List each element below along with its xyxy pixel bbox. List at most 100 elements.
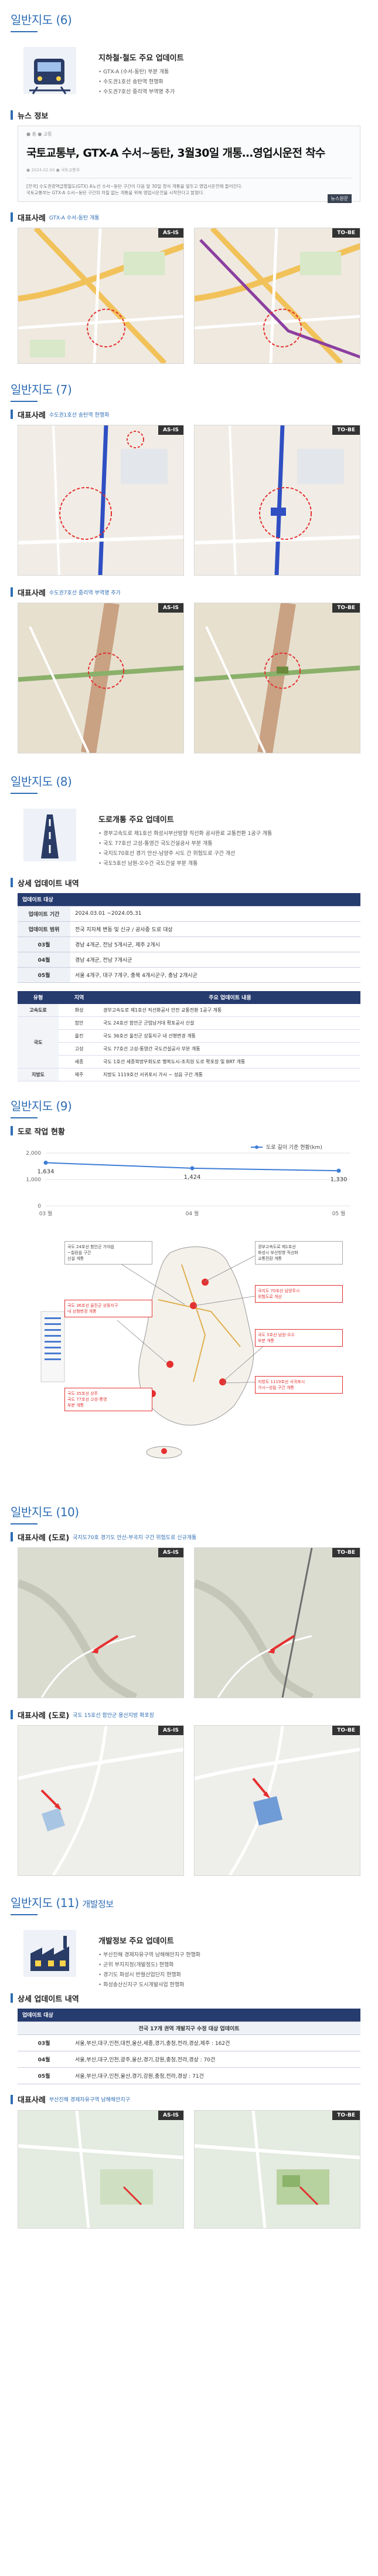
update-box-road: 도로개통 주요 업데이트 경부고속도로 제1호선 화성시부산방향 직선화 공사완… [0,798,378,874]
detail-title: 상세 업데이트 내역 [18,1994,79,2004]
table-text: 지방도 1119호선 서귀포시 가시 ~ 성읍 구간 개통 [100,1068,360,1081]
section-title-text: 일반지도 (10) [11,1505,79,1519]
update-bullet: 수도권1호선 송탄역 현행화 [98,77,184,85]
header-bar [11,2094,13,2104]
news-header: 뉴스 정보 [0,107,378,123]
section-title-7: 일반지도 (7) [0,370,378,406]
line-chart: 0 1,000 2,000 03 월 04 월 05 월 1,634 1,424 1,330 도로… [11,1141,367,1223]
header-bar [11,410,13,419]
table-value: 2024.03.01 ~2024.05.31 [70,906,360,922]
tobe-tag: TO-BE [332,228,360,238]
table-row: 03월 서울,부산,대구,인천,대전,울산,세종,경기,충청,전라,경상,제주 :… [18,2034,360,2051]
header-bar [11,1532,13,1541]
table-value: 서울,부산,대구,인천,울산,경기,강원,충청,전라,경상 : 71건 [70,2067,360,2084]
map-pair-road2: AS-IS TO-BE [0,1725,378,1876]
news-source-button[interactable]: 뉴스원문 [327,194,352,203]
update-box-dev: 개발정보 주요 업데이트 부산진해 경제자유구역 남해해안지구 현행화 군위 부… [0,1919,378,1990]
map-callout: 국도 35호선 상주 국도 77호선 고성-통영 부분 개통 [64,1388,152,1411]
update-bullet: 국도 77호선 고성-통영간 국도건설공사 부분 개통 [98,839,272,847]
title-rule [11,1117,38,1118]
road-icon [18,803,82,861]
rep-subtitle: 국지도70호 경기도 안산-부곡지 구간 위험도로 신규개통 [73,1534,197,1541]
road-table: 유형 지역 주요 업데이트 내용 고속도로 화성 경부고속도로 제1호선 직선화공사… [18,990,360,1081]
update-bullet: 국지도70호선 경기 안산-남양주 시도 간 위험도로 구간 개선 [98,849,272,857]
update-heading: 개발정보 주요 업데이트 [98,1937,174,1946]
table-row: 세종 국도 1호선 세종북방우회도로 행복도시-조치원 도로 확포장 및 BRT … [18,1055,360,1069]
table-row: 국도 함안 국도 24호선 함안군 군업남거대 확포공사 신설 [18,1016,360,1069]
table-row: 04월 서울,부산,대구,인천,광주,울산,경기,강원,충청,전라,경상 : 70… [18,2051,360,2068]
table-key: 05월 [18,2067,70,2084]
asis-tag: AS-IS [158,425,183,435]
asis-tag: AS-IS [158,1548,183,1557]
tobe-tag: TO-BE [332,425,360,435]
rep-title: 대표사례 [18,2096,46,2105]
tobe-tag: TO-BE [332,1548,360,1557]
map-tobe: TO-BE [194,603,360,753]
subway-icon [18,41,82,100]
chart-header: 도로 작업 현황 [0,1123,378,1139]
table-row: 고속도로 화성 경부고속도로 제1호선 직선화공사 안전 교통전환 1공구 개통 [18,1003,360,1017]
table-row: 05월 서울,부산,대구,인천,울산,경기,강원,충청,전라,경상 : 71건 [18,2067,360,2084]
table-subheader: 전국 17개 권역 개발지구 수정 대상 업데이트 [18,2021,360,2035]
map-asis: AS-IS [18,1725,184,1876]
data-label: 1,424 [184,1174,201,1181]
detail-title: 상세 업데이트 내역 [18,879,79,888]
map-tobe: TO-BE [194,1547,360,1698]
update-bullet: 경기도 화성시 반월산업단지 현행화 [98,1970,200,1978]
rep-header: 대표사례 수도권7호선 중리역 부역명 추가 [0,584,378,600]
table-header: 유형 [18,990,59,1004]
table-key: 04월 [18,2051,70,2068]
table-category: 국도 [18,1016,59,1069]
table-key: 05월 [18,967,70,983]
map-tobe: TO-BE [194,228,360,364]
detail-header: 상세 업데이트 내역 [0,874,378,891]
table-key: 04월 [18,952,70,968]
data-point [190,1166,195,1171]
table-value: 경남 4개군, 전남 7개시군 [70,952,360,968]
table-value: 서울,부산,대구,인천,대전,울산,세종,경기,충청,전라,경상,제주 : 16… [70,2034,360,2051]
table-header: 업데이트 대상 [18,2009,360,2022]
map-callout: 국지도 70호선 남양주시 위험도로 개선 [255,1285,343,1303]
tobe-tag: TO-BE [332,603,360,613]
y-tick-label: 2,000 [26,1151,41,1157]
map-pair-gtx: AS-IS TO-BE [0,228,378,364]
section-title-11: 일반지도 (11) 개발정보 [0,1883,378,1919]
table-key: 업데이트 범위 [18,921,70,937]
table-region: 세종 [59,1055,100,1069]
title-rule [11,401,38,402]
detail-header: 상세 업데이트 내역 [0,1990,378,2006]
update-bullet: 경부고속도로 제1호선 화성시부산방향 직선화 공사완료 교통전환 1공구 개통 [98,829,272,837]
rep-subtitle: 수도권7호선 중리역 부역명 추가 [49,590,121,596]
table-row: 03월 경남 4개군, 전남 5개시군, 제주 2개시 [18,937,360,952]
legend-marker [255,1145,258,1149]
table-text: 경부고속도로 제1호선 직선화공사 안전 교통전환 1공구 개통 [100,1003,360,1017]
table-row: 업데이트 기간 2024.03.01 ~2024.05.31 [18,906,360,922]
table-row: 업데이트 범위 전국 지자체 변동 및 신규 / 공사중 도로 대상 [18,921,360,937]
update-bullet: GTX-A (수서-동탄) 부분 개통 [98,67,184,75]
update-bullet: 수도권7호선 중리역 부역명 추가 [98,87,184,95]
section-title-text: 일반지도 (9) [11,1099,72,1113]
dev-table: 업데이트 대상 전국 17개 권역 개발지구 수정 대상 업데이트 03월 서울,… [18,2009,360,2084]
map-tobe: TO-BE [194,1725,360,1876]
table-value: 경남 4개군, 전남 5개시군, 제주 2개시 [70,937,360,952]
map-tobe: TO-BE [194,2110,360,2229]
table-row: 울진 국도 36호선 울진군 상동지구 내 선형변경 개통 [18,1029,360,1043]
update-table: 업데이트 대상 업데이트 기간 2024.03.01 ~2024.05.31 업데… [18,893,360,983]
tobe-tag: TO-BE [332,1726,360,1735]
title-rule [11,1523,38,1524]
table-category: 지방도 [18,1068,59,1081]
map-asis: AS-IS [18,603,184,753]
map-callout: 국도 36호선 울진군 상동지구 내 선형변경 개통 [64,1300,152,1317]
korea-map: 국도 24호선 함안군 가야읍 ~칠원읍 구간 신설 개통 국도 36호선 울진… [18,1229,360,1464]
x-tick-label: 04 월 [186,1210,199,1217]
map-pair-dev: AS-IS TO-BE [0,2110,378,2229]
update-heading: 도로개통 주요 업데이트 [98,816,174,824]
title-rule [11,793,38,794]
table-row: 05월 서울 4개구, 대구 7개구, 충북 4개시군구, 충남 2개시군 [18,967,360,983]
table-row: 고성 국도 77호선 고성-통영간 국도건설공사 부분 개통 [18,1042,360,1056]
map-asis: AS-IS [18,1547,184,1698]
header-bar [11,878,13,887]
asis-tag: AS-IS [158,1726,183,1735]
news-headline[interactable]: 국토교통부, GTX-A 수서~동탄, 3월30일 개통…영업시운전 착수 [26,147,325,160]
news-meta: ● 홈 ● 교통 [26,131,52,137]
